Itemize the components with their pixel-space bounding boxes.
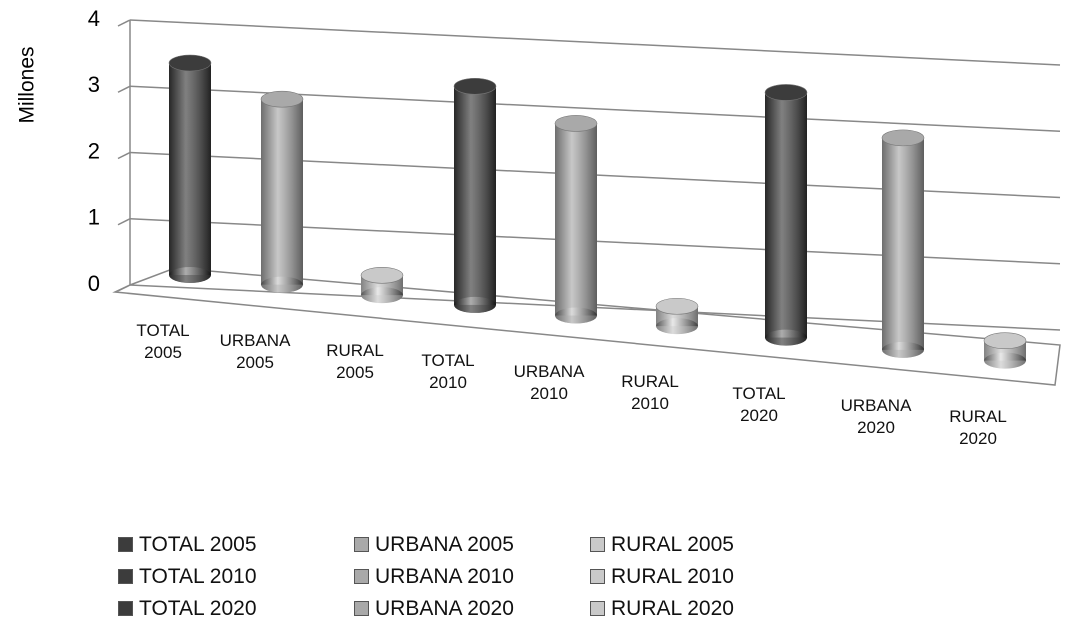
x-tick-label: TOTAL 2005 xyxy=(136,321,190,362)
legend-label: URBANA 2020 xyxy=(375,597,514,620)
bar-shade xyxy=(765,92,807,338)
legend-entry: RURAL 2005 xyxy=(590,533,734,557)
legend-entry: URBANA 2010 xyxy=(354,565,514,589)
bar-base-shade xyxy=(765,329,807,346)
bar-base-shade xyxy=(656,318,698,335)
legend-entry: RURAL 2010 xyxy=(590,565,734,589)
legend-entry: RURAL 2020 xyxy=(590,597,734,621)
legend-label: TOTAL 2010 xyxy=(139,565,257,588)
y-tick-label: 1 xyxy=(88,205,100,230)
y-tick-label: 2 xyxy=(88,138,100,163)
bar-base-shade xyxy=(555,307,597,324)
legend-label: RURAL 2005 xyxy=(611,533,734,556)
bar-shade xyxy=(454,86,496,305)
legend-swatch xyxy=(590,569,605,584)
bar-top xyxy=(554,115,598,132)
grid-line xyxy=(129,19,1061,66)
bar-shade xyxy=(882,137,924,350)
y-axis-label: Millones xyxy=(16,46,39,123)
legend-swatch xyxy=(118,601,133,616)
bar-base-shade xyxy=(361,287,403,304)
legend-entry: TOTAL 2005 xyxy=(118,533,257,557)
y-tick-label: 3 xyxy=(88,72,100,97)
legend-entry: URBANA 2005 xyxy=(354,533,514,557)
bar-top xyxy=(360,266,404,284)
bar-top xyxy=(260,90,304,108)
tick-mark xyxy=(117,284,131,292)
bar-base-shade xyxy=(261,276,303,293)
x-tick-label: URBANA 2020 xyxy=(840,395,912,437)
legend-entry: TOTAL 2010 xyxy=(118,565,257,589)
tick-mark xyxy=(117,151,131,160)
legend-swatch xyxy=(354,569,369,584)
y-tick-label: 0 xyxy=(88,271,100,296)
legend-label: RURAL 2020 xyxy=(611,597,734,620)
tick-mark xyxy=(117,19,131,27)
floor xyxy=(112,267,1061,386)
x-tick-label: TOTAL 2020 xyxy=(732,383,786,425)
legend-label: URBANA 2005 xyxy=(375,533,514,556)
bar-base-shade xyxy=(984,352,1026,369)
legend-swatch xyxy=(354,601,369,616)
legend-label: URBANA 2010 xyxy=(375,565,514,588)
bar-top xyxy=(983,332,1027,350)
tick-mark xyxy=(117,218,131,226)
x-tick-label: TOTAL 2010 xyxy=(421,350,475,392)
x-tick-label: RURAL 2020 xyxy=(949,406,1007,448)
legend-swatch xyxy=(590,601,605,616)
legend-entry: URBANA 2020 xyxy=(354,597,514,621)
legend-label: TOTAL 2005 xyxy=(139,533,257,556)
bar-top xyxy=(168,54,212,72)
legend-entry: TOTAL 2020 xyxy=(118,597,257,621)
legend-swatch xyxy=(590,537,605,552)
x-tick-label: URBANA 2010 xyxy=(513,361,585,403)
bar-base-shade xyxy=(454,296,496,313)
x-tick-label: RURAL 2010 xyxy=(621,372,679,414)
legend-label: RURAL 2010 xyxy=(611,565,734,588)
bar-base-shade xyxy=(882,341,924,358)
legend-label: TOTAL 2020 xyxy=(139,597,257,620)
bar-base-shade xyxy=(169,267,211,283)
bar-top xyxy=(881,129,925,147)
bar-top xyxy=(764,84,808,101)
bar-shade xyxy=(261,99,303,285)
bar-shade xyxy=(555,123,597,316)
bar-top xyxy=(655,297,699,315)
legend-swatch xyxy=(118,569,133,584)
legend-swatch xyxy=(354,537,369,552)
y-tick-label: 4 xyxy=(88,6,100,31)
x-tick-label: RURAL 2005 xyxy=(326,341,384,383)
x-tick-label: URBANA 2005 xyxy=(219,330,291,372)
tick-mark xyxy=(117,85,131,93)
legend-swatch xyxy=(118,537,133,552)
bar-top xyxy=(453,78,497,95)
bar-shade xyxy=(169,63,211,275)
